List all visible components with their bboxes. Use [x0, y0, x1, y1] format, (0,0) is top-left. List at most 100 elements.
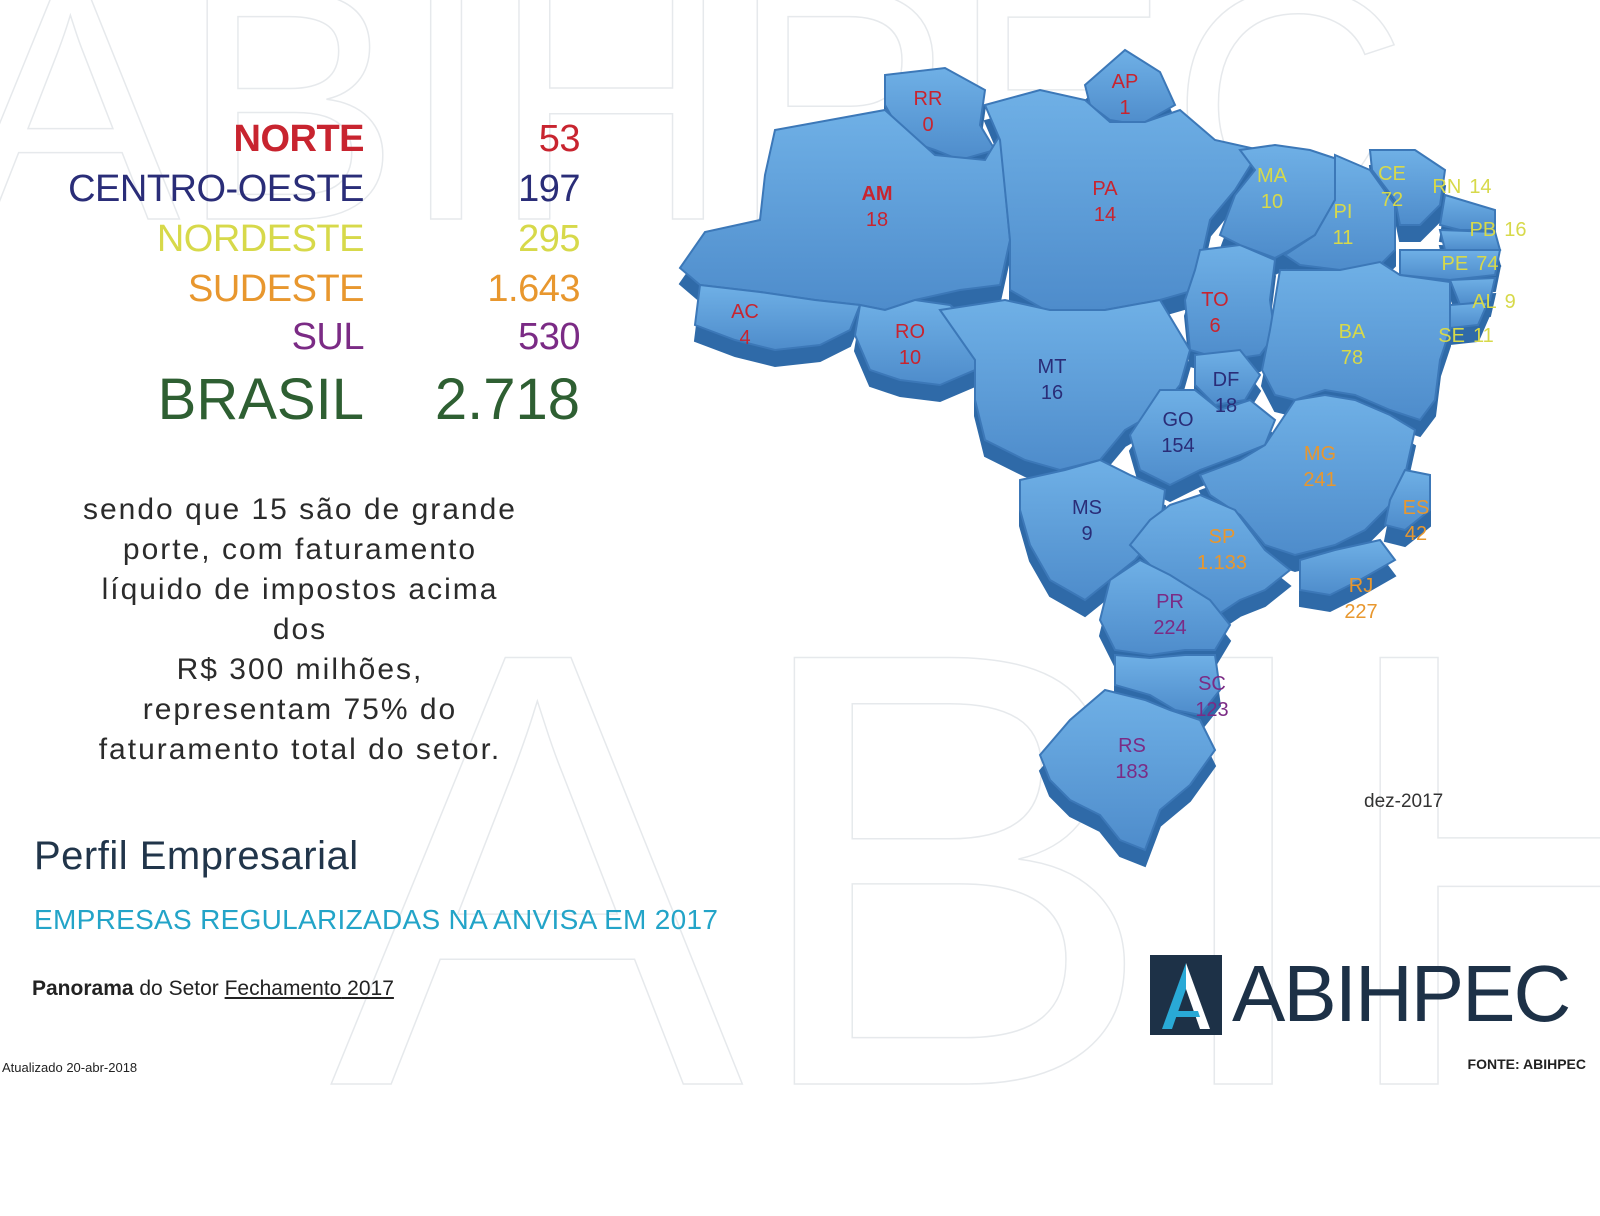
- state-value-sc: 123: [1195, 699, 1228, 721]
- logo-a-bar: [1172, 1011, 1200, 1017]
- state-value-es: 42: [1405, 523, 1427, 545]
- total-name: BRASIL: [157, 367, 364, 432]
- state-abbr-rs: RS: [1118, 735, 1146, 757]
- state-value: 16: [1504, 219, 1526, 241]
- state-value-ce: 72: [1381, 189, 1403, 211]
- state-value-df: 18: [1215, 395, 1237, 417]
- panorama-caption: Panorama do Setor Fechamento 2017: [32, 977, 394, 1001]
- region-name: SUL: [291, 316, 365, 358]
- state-rj: [1299, 538, 1397, 597]
- region-value: 197: [518, 168, 580, 210]
- state-to: [1183, 243, 1277, 362]
- state-value-ac: 4: [739, 327, 750, 349]
- state-rn: [1438, 193, 1496, 231]
- state-al: [1448, 276, 1497, 307]
- state-abbr-sp: SP: [1209, 526, 1236, 548]
- state-abbr: AL: [1472, 291, 1496, 313]
- state-mg: [1198, 393, 1417, 557]
- total-value: 2.718: [434, 367, 580, 432]
- state-value: 11: [1473, 325, 1494, 347]
- state-df: [1194, 348, 1262, 407]
- panorama-underlined: Fechamento: [224, 977, 342, 1000]
- state-ms: [1019, 458, 1167, 602]
- state-label-al: AL 9: [1472, 291, 1516, 313]
- region-name: NORTE: [233, 118, 365, 160]
- region-name: SUDESTE: [188, 268, 364, 310]
- logo-text: ABIHPEC: [1232, 949, 1571, 1038]
- logo-a-right: [1186, 963, 1210, 1029]
- region-row-nordeste: NORDESTE 295: [0, 218, 600, 268]
- state-value-go: 154: [1161, 435, 1194, 457]
- region-value: 53: [538, 118, 581, 160]
- state-abbr-ro: RO: [895, 321, 925, 343]
- region-row-norte: NORTE 53: [0, 118, 600, 168]
- state-abbr-ba: BA: [1339, 321, 1366, 343]
- state-ba: [1260, 260, 1451, 422]
- state-abbr-rj: RJ: [1349, 575, 1373, 597]
- state-abbr-rr: RR: [914, 88, 943, 110]
- state-abbr: PE: [1442, 253, 1469, 275]
- state-value-ba: 78: [1341, 347, 1363, 369]
- description-line: faturamento total do setor.: [98, 733, 502, 766]
- state-value: 9: [1505, 291, 1516, 313]
- description-line: representam 75% do: [142, 693, 458, 726]
- date-label: dez-2017: [1364, 791, 1444, 812]
- page-title: Perfil Empresarial: [34, 834, 359, 878]
- state-label-pb: PB 16: [1470, 219, 1527, 241]
- state-value-ma: 10: [1261, 191, 1283, 213]
- abihpec-logo: [1150, 955, 1222, 1035]
- updated-date: Atualizado 20-abr-2018: [2, 1060, 138, 1075]
- region-name: CENTRO-OESTE: [68, 168, 364, 210]
- state-value-ro: 10: [899, 347, 921, 369]
- state-abbr: RN: [1432, 176, 1461, 198]
- state-pa: [983, 88, 1262, 311]
- state-value-rr: 0: [922, 114, 933, 136]
- description-line: R$ 300 milhões,: [176, 653, 424, 686]
- state-go: [1128, 389, 1277, 487]
- state-ma: [1218, 143, 1342, 260]
- state-value-rs: 183: [1115, 761, 1148, 783]
- region-row-centro-oeste: CENTRO-OESTE 197: [0, 168, 600, 218]
- panorama-mid: do Setor: [133, 977, 225, 1000]
- description-text: sendo que 15 são de grande porte, com fat…: [70, 490, 530, 770]
- state-ac: [693, 283, 862, 352]
- state-value-to: 6: [1209, 315, 1220, 337]
- state-abbr-ce: CE: [1378, 163, 1406, 185]
- state-abbr-mt: MT: [1038, 356, 1067, 378]
- state-value-pr: 224: [1153, 617, 1186, 639]
- total-row: BRASIL 2.718: [0, 366, 600, 436]
- state-label-se: SE 11: [1438, 325, 1493, 347]
- state-abbr-am: AM: [861, 183, 892, 205]
- state-abbr: SE: [1438, 325, 1465, 347]
- source-label: FONTE: ABIHPEC: [1467, 1056, 1586, 1072]
- state-value-pi: 11: [1333, 227, 1354, 249]
- region-value: 295: [518, 218, 580, 260]
- state-value-mt: 16: [1041, 382, 1063, 404]
- region-value: 1.643: [487, 268, 580, 310]
- state-value-rj: 227: [1344, 601, 1377, 623]
- state-value-pa: 14: [1094, 204, 1116, 226]
- region-name: NORDESTE: [156, 218, 365, 260]
- state-sp: [1128, 493, 1292, 622]
- state-abbr-ap: AP: [1112, 71, 1139, 93]
- state-ce: [1368, 149, 1447, 226]
- state-abbr-go: GO: [1162, 409, 1193, 431]
- state-abbr-sc: SC: [1198, 673, 1226, 695]
- state-labels: RR 0 AP 1 AM 18 PA 14 AC 4 RO 10 TO 6 MA 10 PI 11 CE 72 RN 14…: [731, 71, 1526, 783]
- page-subtitle: EMPRESAS REGULARIZADAS NA ANVISA EM 2017: [34, 904, 719, 935]
- state-abbr-df: DF: [1213, 369, 1240, 391]
- state-abbr-pa: PA: [1092, 178, 1118, 200]
- region-value: 530: [518, 316, 580, 358]
- state-label-pe: PE 74: [1442, 253, 1499, 275]
- description-line: porte, com faturamento: [122, 533, 478, 566]
- state-abbr-mg: MG: [1304, 443, 1336, 465]
- state-label-rn: RN 14: [1432, 176, 1491, 198]
- region-row-sul: SUL 530: [0, 316, 600, 366]
- state-value-mg: 241: [1303, 469, 1336, 491]
- state-value-sp: 1.133: [1197, 552, 1247, 574]
- brazil-map: RR 0 AP 1 AM 18 PA 14 AC 4 RO 10 TO 6 MA 10 PI 11 CE 72 RN 14…: [678, 48, 1526, 868]
- state-sc: [1114, 653, 1222, 717]
- state-abbr: PB: [1470, 219, 1497, 241]
- state-value: 74: [1476, 253, 1498, 275]
- state-abbr-ac: AC: [731, 301, 759, 323]
